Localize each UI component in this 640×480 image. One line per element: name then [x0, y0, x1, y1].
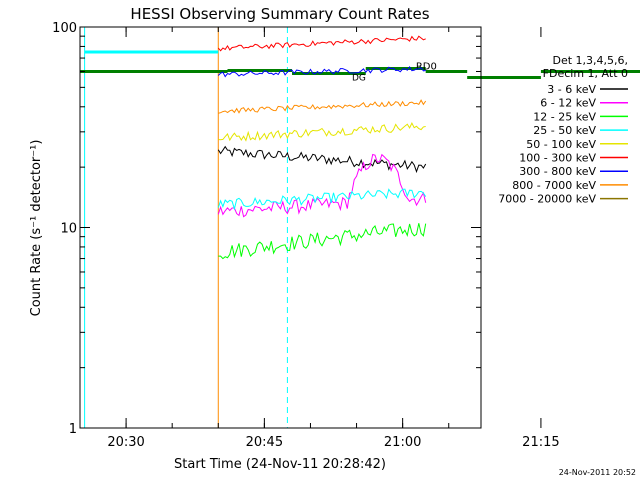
y-axis-label: Count Rate (s⁻¹ detector⁻¹) — [29, 140, 44, 317]
legend-entry-label: 300 - 800 keV — [519, 165, 596, 178]
y-tick-label: 100 — [52, 21, 77, 36]
legend-entry-label: 50 - 100 keV — [526, 138, 596, 151]
legend-entry-label: 3 - 6 keV — [547, 83, 596, 96]
x-axis-label: Start Time (24-Nov-11 20:28:42) — [174, 457, 386, 472]
dg-flag-label: DG — [352, 73, 366, 83]
x-tick-label: 20:30 — [107, 435, 144, 450]
series-0-seg1 — [217, 145, 427, 174]
legend-header-line1: Det 1,3,4,5,6, — [552, 54, 628, 67]
plot-layer: RD0DGS — [80, 27, 640, 428]
series-3-seg1 — [217, 188, 427, 211]
footer-date: 24-Nov-2011 20:52 — [559, 468, 636, 477]
y-tick-label: 10 — [60, 222, 77, 237]
legend-header-line2: FDecim 1, Att 0 — [543, 67, 628, 80]
legend-entry-label: 7000 - 20000 keV — [498, 193, 596, 206]
legend: Det 1,3,4,5,6, FDecim 1, Att 0 3 - 6 keV… — [498, 54, 628, 206]
legend-entry-label: 100 - 300 keV — [519, 152, 596, 165]
series-5-seg1 — [217, 35, 426, 52]
legend-entry-label: 800 - 7000 keV — [512, 179, 596, 192]
series-7-seg1 — [218, 99, 427, 114]
x-tick-label: 21:00 — [384, 435, 421, 450]
series-2-seg1 — [218, 223, 427, 260]
series-6-seg1 — [217, 65, 426, 78]
legend-entry-label: 12 - 25 keV — [533, 110, 596, 123]
legend-entry-label: 6 - 12 keV — [540, 97, 596, 110]
legend-entry-label: 25 - 50 keV — [533, 124, 596, 137]
x-tick-label: 21:15 — [522, 435, 559, 450]
chart-title: HESSI Observing Summary Count Rates — [130, 5, 429, 23]
series-1-seg1 — [217, 153, 427, 218]
y-tick-label: 1 — [69, 422, 77, 437]
rd0-flag-label: RD0 — [416, 61, 437, 72]
x-tick-label: 20:45 — [246, 435, 283, 450]
series-4-seg1 — [218, 121, 426, 142]
axis-layer: 11010020:3020:4521:0021:1521:3021:4522:0… — [52, 21, 559, 450]
